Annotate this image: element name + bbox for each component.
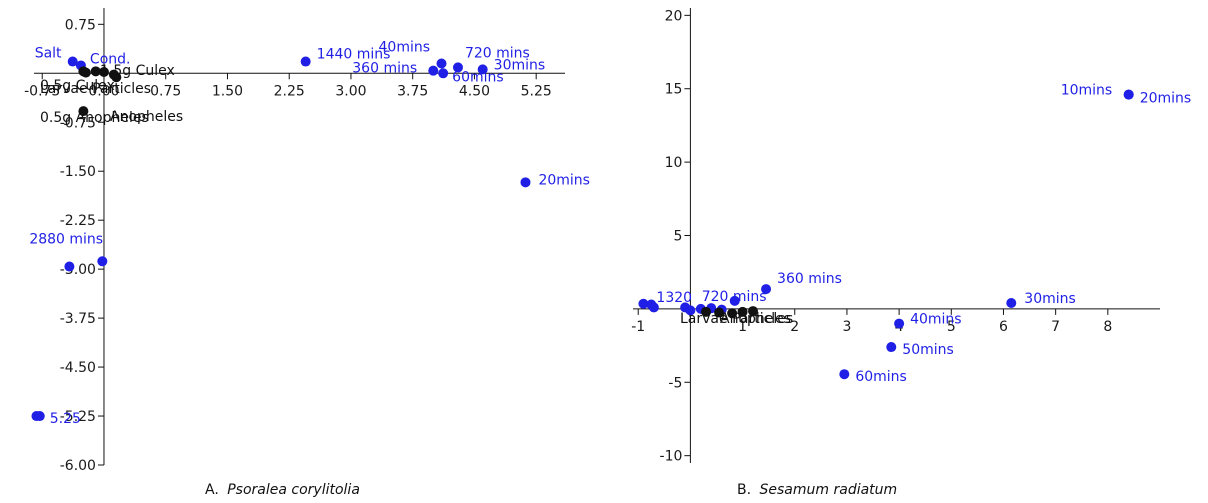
- point-label: 5.25: [50, 411, 81, 427]
- y-tick-label: -6.00: [60, 458, 96, 474]
- data-point: [685, 305, 696, 316]
- x-tick-label: 6: [999, 319, 1008, 335]
- y-tick-label: -4.50: [60, 360, 96, 376]
- x-tick-label: 4.50: [459, 83, 490, 99]
- cluster-label: Larvae Particles: [680, 311, 791, 327]
- y-tick-label: -5.25: [60, 409, 96, 425]
- x-tick-label: 0.00: [88, 83, 119, 99]
- data-point: [111, 72, 122, 83]
- chart-panel-b: -1123456782015105-5-1010mins20mins30mins…: [631, 8, 1191, 465]
- y-tick-label: -2.25: [60, 213, 96, 229]
- point-label: 20mins: [538, 172, 590, 188]
- data-point: [839, 369, 850, 380]
- point-label: 40mins: [379, 39, 431, 55]
- data-point: [67, 56, 78, 67]
- y-tick-label: 20: [665, 8, 683, 24]
- y-tick-label: 0.75: [65, 17, 96, 33]
- x-tick-label: 1: [738, 319, 747, 335]
- data-point: [648, 302, 659, 313]
- x-tick-label: 3.00: [335, 83, 366, 99]
- data-point: [98, 66, 109, 77]
- y-tick-label: 15: [665, 82, 683, 98]
- chart-panel-a: -0.75 0.00 0.75 1.50 2.25 3.00 3.75 4.50 5.25 0.7…: [24, 8, 590, 474]
- data-point: [80, 67, 91, 78]
- x-tick-label: 7: [1051, 319, 1060, 335]
- point-label: 20mins: [1140, 91, 1192, 107]
- point-label: 50mins: [902, 342, 954, 358]
- y-tick-label: -5: [668, 375, 682, 391]
- x-tick-label: 5: [947, 319, 956, 335]
- point-label: 720 mins: [465, 45, 530, 61]
- cluster-label: Anopheles: [720, 311, 793, 327]
- cluster-label: 0.5g Culex: [40, 78, 115, 94]
- point-label: 60mins: [855, 369, 907, 385]
- point-label: Salt: [35, 46, 62, 62]
- caption-a-prefix: A.: [205, 482, 219, 498]
- data-point: [300, 56, 311, 67]
- y-tick-label: 5: [673, 229, 682, 245]
- x-tick-label: 2.25: [274, 83, 305, 99]
- data-point: [436, 58, 447, 69]
- caption-a-species: Psoralea corylitolia: [227, 482, 360, 498]
- data-point: [477, 64, 488, 75]
- y-tick-label: -1.50: [60, 164, 96, 180]
- data-point: [1123, 89, 1134, 100]
- x-tick-label: 3.75: [397, 83, 428, 99]
- data-point: [97, 256, 108, 267]
- data-point: [638, 298, 649, 309]
- data-point: [78, 106, 89, 117]
- x-tick-label: 8: [1103, 319, 1112, 335]
- x-tick-label: 0.75: [150, 83, 181, 99]
- cluster-label: 0.5g Anopheles: [40, 110, 149, 126]
- data-point: [34, 411, 45, 422]
- data-point: [894, 318, 905, 329]
- point-label: Cond.: [90, 51, 131, 67]
- data-point: [90, 66, 101, 77]
- x-tick-label: 3: [842, 319, 851, 335]
- data-point: [64, 261, 75, 272]
- cluster-label: Anopheles: [110, 109, 183, 125]
- data-point: [714, 307, 725, 318]
- data-point: [727, 308, 738, 319]
- data-point: [428, 65, 439, 76]
- y-tick-label: -10: [660, 449, 683, 465]
- data-point: [886, 342, 897, 353]
- point-label: 30mins: [1024, 291, 1076, 307]
- caption-b-species: Sesamum radiatum: [760, 482, 898, 498]
- caption-b-prefix: B.: [737, 482, 751, 498]
- y-tick-label: 10: [665, 155, 683, 171]
- point-label: 2880 mins: [29, 231, 103, 247]
- data-point: [737, 306, 748, 317]
- data-point: [452, 62, 463, 73]
- cluster-label: 1.5g Culex: [100, 63, 175, 79]
- data-point: [438, 68, 449, 79]
- point-label: 10mins: [1061, 83, 1113, 99]
- y-tick-label: -3.75: [60, 311, 96, 327]
- point-label: 60mins: [452, 69, 504, 85]
- data-point: [729, 295, 740, 306]
- cluster-label: Larvae Particles: [40, 81, 151, 97]
- point-label: 30mins: [494, 57, 546, 73]
- data-point: [701, 306, 712, 317]
- x-tick-label: -0.75: [24, 83, 60, 99]
- point-label: 1440 mins: [317, 47, 391, 63]
- point-label: 360 mins: [777, 271, 842, 287]
- caption-b: B. Sesamum radiatum: [737, 482, 897, 498]
- data-point: [520, 177, 531, 188]
- point-label: 360 mins: [352, 61, 417, 77]
- data-point: [748, 306, 759, 317]
- x-tick-label: 2: [790, 319, 799, 335]
- x-tick-label: 1.50: [212, 83, 243, 99]
- point-label: 40mins: [910, 312, 962, 328]
- x-tick-label: 5.25: [521, 83, 552, 99]
- y-tick-label: -0.75: [60, 115, 96, 131]
- x-tick-label: -1: [631, 319, 645, 335]
- data-point: [1006, 298, 1017, 309]
- data-point: [761, 284, 772, 295]
- point-label: 720 mins: [702, 289, 767, 305]
- caption-a: A. Psoralea corylitolia: [205, 482, 360, 498]
- point-label: 1320: [656, 290, 692, 306]
